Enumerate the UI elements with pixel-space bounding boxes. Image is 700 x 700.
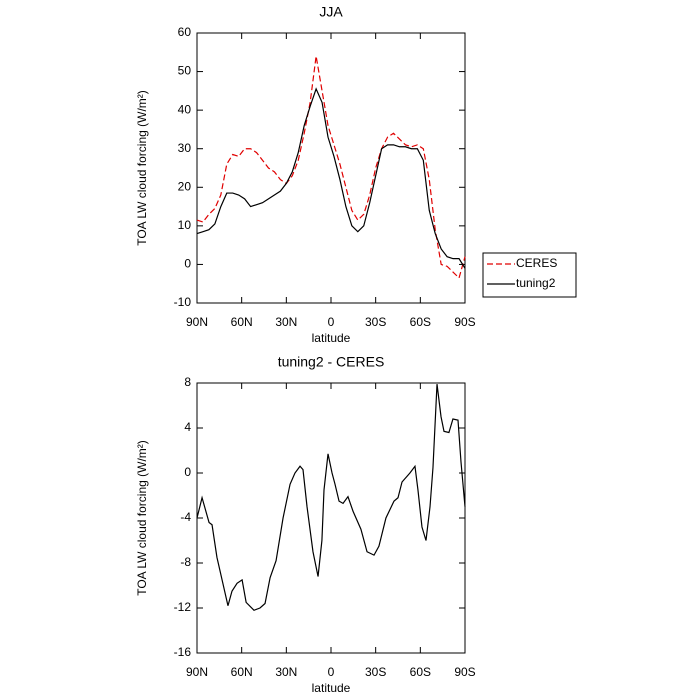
y-axis-label: TOA LW cloud forcing (W/m²) — [135, 90, 149, 246]
x-axis-label: latitude — [312, 331, 351, 345]
x-tick-label: 60N — [231, 315, 253, 329]
y-tick-label: -8 — [180, 555, 191, 569]
x-axis-label: latitude — [312, 681, 351, 695]
y-tick-label: -16 — [174, 645, 192, 659]
y-tick-label: 0 — [184, 257, 191, 271]
y-tick-label: 50 — [178, 64, 192, 78]
x-tick-label: 90S — [454, 315, 475, 329]
y-tick-label: 40 — [178, 102, 192, 116]
chart-title: tuning2 - CERES — [278, 354, 385, 370]
legend-label: CERES — [516, 256, 557, 270]
y-tick-label: 0 — [184, 465, 191, 479]
x-tick-label: 0 — [328, 665, 335, 679]
plot-frame — [196, 382, 466, 654]
y-tick-label: 8 — [184, 375, 191, 389]
x-tick-label: 90N — [186, 315, 208, 329]
data-line — [196, 56, 466, 280]
x-tick-label: 90N — [186, 665, 208, 679]
y-tick-label: 60 — [178, 25, 192, 39]
x-tick-label: 30S — [365, 665, 386, 679]
x-tick-label: 0 — [328, 315, 335, 329]
x-tick-label: 30N — [275, 665, 297, 679]
chart-title: JJA — [319, 4, 343, 20]
y-tick-label: 10 — [178, 218, 192, 232]
data-line — [196, 87, 466, 269]
legend-label: tuning2 — [516, 276, 556, 290]
x-tick-label: 90S — [454, 665, 475, 679]
y-tick-label: -12 — [174, 600, 192, 614]
x-tick-label: 60N — [231, 665, 253, 679]
y-tick-label: 4 — [184, 420, 191, 434]
y-tick-label: 30 — [178, 141, 192, 155]
plot-frame — [196, 32, 466, 304]
y-tick-label: -4 — [180, 510, 191, 524]
legend-frame — [482, 252, 577, 298]
data-line — [196, 384, 466, 611]
y-tick-label: -10 — [174, 295, 192, 309]
x-tick-label: 30S — [365, 315, 386, 329]
y-axis-label: TOA LW cloud forcing (W/m²) — [135, 440, 149, 596]
x-tick-label: 60S — [410, 315, 431, 329]
x-tick-label: 60S — [410, 665, 431, 679]
y-tick-label: 20 — [178, 179, 192, 193]
x-tick-label: 30N — [275, 315, 297, 329]
